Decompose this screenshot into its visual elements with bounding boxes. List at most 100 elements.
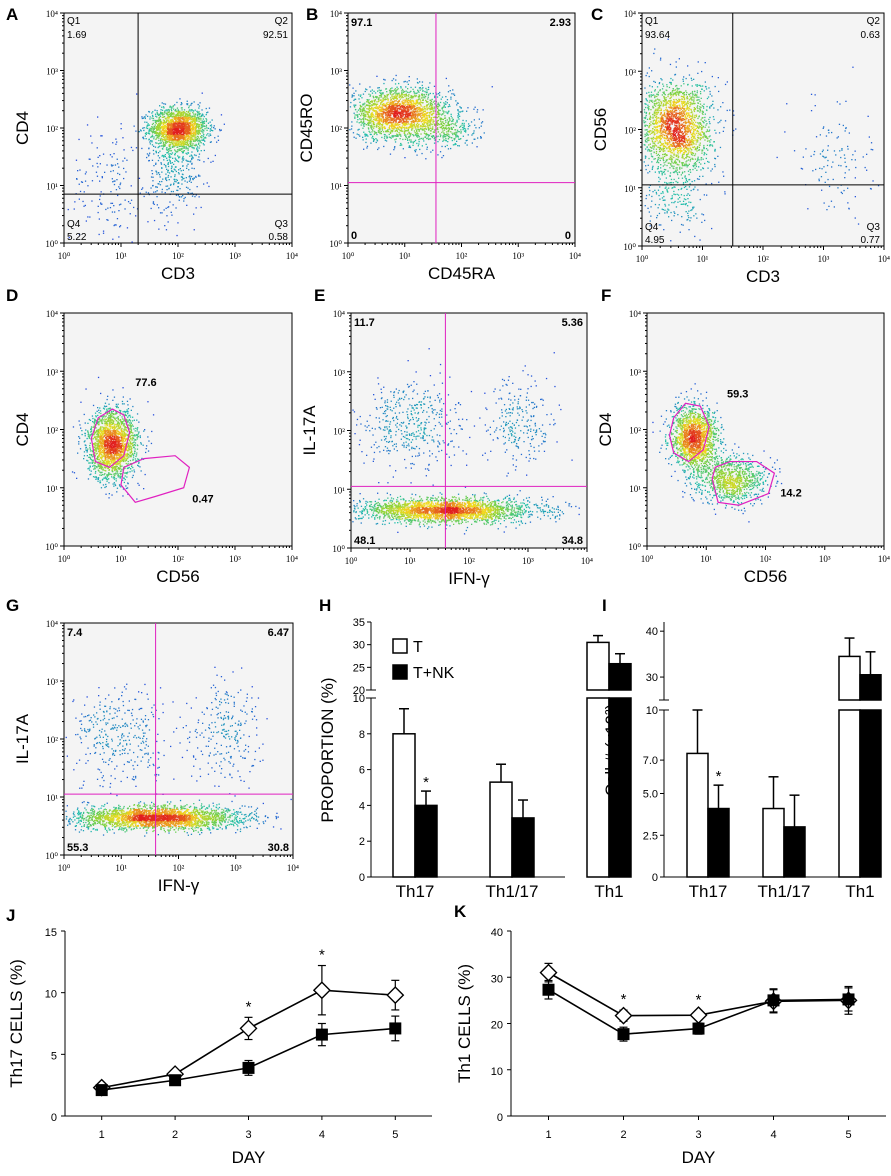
y-tick-label-K-1: 10 xyxy=(491,1066,503,1078)
x-axis-label-C: CD3 xyxy=(746,267,780,286)
x-tick-label-J-4: 5 xyxy=(392,1129,398,1141)
panel-letter-G: G xyxy=(6,596,19,615)
x-tick-label-C-2: 10² xyxy=(757,254,769,264)
quadrant-value-upper-left-B: 97.1 xyxy=(351,17,372,29)
y-tick-label-I-low-3: 7.0 xyxy=(643,755,658,767)
y-tick-label-B-1: 10¹ xyxy=(330,182,342,192)
gate-lower-F xyxy=(711,460,776,506)
x-axis-label-B: CD45RA xyxy=(428,264,496,283)
y-tick-label-F-4: 10⁴ xyxy=(629,309,641,319)
marker-J-T+NK-4 xyxy=(315,1028,328,1041)
panel-letter-E: E xyxy=(314,286,325,305)
marker-K-T-3 xyxy=(689,1006,708,1025)
panel-letter-A: A xyxy=(6,5,18,24)
quadrant-value-lower-left-G: 55.3 xyxy=(67,842,88,854)
y-tick-label-J-3: 15 xyxy=(45,927,57,939)
y-tick-label-C-2: 10² xyxy=(624,126,636,136)
y-tick-label-G-1: 10¹ xyxy=(46,793,58,803)
x-tick-label-E-4: 10⁴ xyxy=(581,556,593,566)
y-tick-label-G-2: 10² xyxy=(46,735,58,745)
y-axis-label-D: CD4 xyxy=(13,412,32,446)
marker-K-T+NK-1 xyxy=(542,983,555,996)
panel-letter-D: D xyxy=(6,286,18,305)
x-tick-label-F-0: 10⁰ xyxy=(641,554,654,564)
x-axis-label-A: CD3 xyxy=(161,264,195,283)
x-tick-label-A-1: 10¹ xyxy=(115,251,127,261)
x-tick-label-D-3: 10³ xyxy=(229,554,241,564)
y-tick-label-K-0: 0 xyxy=(497,1112,503,1124)
x-tick-label-J-3: 4 xyxy=(319,1129,325,1141)
x-tick-label-B-3: 10³ xyxy=(512,251,524,261)
gate-value-lower-F: 14.2 xyxy=(780,487,801,499)
x-tick-label-J-2: 3 xyxy=(245,1129,251,1141)
panel-I: I 0 2.5 5.0 7.0 10 30 40 Th17 Th1/17 Th1 * Cell # (x… xyxy=(602,596,882,901)
quadrant-value-Q3-A: 0.58 xyxy=(269,232,289,243)
y-tick-label-F-0: 10⁰ xyxy=(628,542,641,552)
bar-I-Th1/17-T+NK xyxy=(783,826,806,878)
x-tick-label-A-2: 10² xyxy=(172,251,184,261)
y-tick-label-H-low-0: 0 xyxy=(359,872,365,884)
y-tick-label-A-0: 10⁰ xyxy=(45,239,58,249)
y-tick-label-I-high-1: 40 xyxy=(646,626,658,638)
significance-mark-K-1: * xyxy=(696,992,702,1009)
significance-mark-I-0: * xyxy=(716,768,722,785)
marker-K-T+NK-3 xyxy=(692,1022,705,1035)
x-tick-label-E-1: 10¹ xyxy=(404,556,416,566)
y-tick-label-G-0: 10⁰ xyxy=(45,851,58,861)
x-tick-label-K-3: 4 xyxy=(770,1129,776,1141)
y-tick-label-H-low-4: 8 xyxy=(359,729,365,741)
y-axis-label-H: PROPORTION (%) xyxy=(318,677,337,822)
panel-letter-H: H xyxy=(319,596,331,615)
x-tick-label-E-2: 10² xyxy=(463,556,475,566)
y-tick-label-H-high-0: 20 xyxy=(353,685,365,697)
marker-J-T-3 xyxy=(239,1019,258,1038)
x-tick-label-E-0: 10⁰ xyxy=(345,556,358,566)
significance-mark-K-0: * xyxy=(621,991,627,1008)
cell-events-B xyxy=(349,74,493,160)
legend-swatch-T-NK xyxy=(392,664,408,680)
cell-events-E xyxy=(352,348,580,535)
x-axis-label-F: CD56 xyxy=(744,567,787,586)
y-tick-label-G-3: 10³ xyxy=(46,677,58,687)
y-tick-label-H-high-2: 30 xyxy=(353,640,365,652)
marker-K-T+NK-2 xyxy=(617,1028,630,1041)
marker-J-T+NK-1 xyxy=(95,1084,108,1097)
bar-I-Th1-T xyxy=(838,709,861,878)
bar-I-Th17-T+NK xyxy=(707,807,730,878)
bar-H-Th1/17-T+NK xyxy=(511,817,535,878)
panel-letter-B: B xyxy=(306,5,318,24)
x-tick-label-B-0: 10⁰ xyxy=(342,251,355,261)
x-tick-label-I-1: Th1/17 xyxy=(758,882,811,901)
legend-label-T: T xyxy=(413,639,423,656)
y-tick-label-B-3: 10³ xyxy=(330,67,342,77)
x-tick-label-C-4: 10⁴ xyxy=(878,254,890,264)
quadrant-value-Q2-A: 92.51 xyxy=(263,30,288,41)
y-tick-label-J-2: 10 xyxy=(45,989,57,1001)
quadrant-value-Q2-C: 0.63 xyxy=(861,30,881,41)
x-tick-label-G-4: 10⁴ xyxy=(287,863,299,873)
y-axis-label-B: CD45RO xyxy=(297,94,316,163)
significance-mark-H-0: * xyxy=(423,774,429,791)
bar-H-Th17-T xyxy=(392,733,416,878)
y-axis-label-K: Th1 CELLS (%) xyxy=(455,964,474,1083)
y-tick-label-F-2: 10² xyxy=(629,426,641,436)
x-tick-label-F-2: 10² xyxy=(760,554,772,564)
cell-events-G xyxy=(65,666,292,837)
bar-H-Th1-T+NK xyxy=(608,697,632,878)
y-tick-label-H-low-1: 2 xyxy=(359,836,365,848)
x-tick-label-H-2: Th1 xyxy=(594,882,623,901)
y-axis-label-C: CD56 xyxy=(591,108,610,151)
marker-J-T+NK-2 xyxy=(169,1074,182,1087)
quadrant-label-Q2-A: Q2 xyxy=(275,16,289,27)
panel-letter-I: I xyxy=(602,596,607,615)
quadrant-value-Q1-A: 1.69 xyxy=(67,30,87,41)
quadrant-label-Q1-C: Q1 xyxy=(645,16,659,27)
x-axis-label-G: IFN-γ xyxy=(158,876,200,895)
y-tick-label-K-2: 20 xyxy=(491,1020,503,1032)
marker-K-T-1 xyxy=(539,963,558,982)
